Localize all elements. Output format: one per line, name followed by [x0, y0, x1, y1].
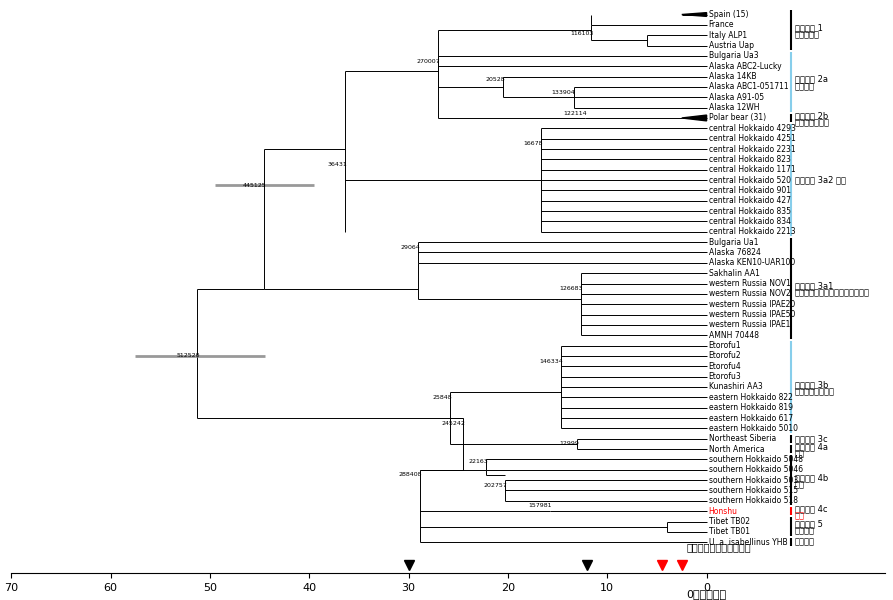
Text: クレード 4c: クレード 4c — [795, 504, 828, 513]
Text: 道南: 道南 — [795, 480, 805, 489]
Text: 288408: 288408 — [399, 472, 422, 478]
Text: central Hokkaido 2231: central Hokkaido 2231 — [708, 145, 795, 154]
Text: Northeast Siberia: Northeast Siberia — [708, 434, 776, 443]
Text: 512520: 512520 — [177, 353, 200, 358]
Text: クレード 4b: クレード 4b — [795, 473, 828, 482]
Text: Alaska ABC1-051711: Alaska ABC1-051711 — [708, 82, 789, 91]
Text: eastern Hokkaido 819: eastern Hokkaido 819 — [708, 403, 793, 412]
Text: 122114: 122114 — [563, 112, 588, 116]
Text: クレード 5: クレード 5 — [795, 520, 822, 529]
Text: Bulgaria Ua3: Bulgaria Ua3 — [708, 52, 758, 61]
Polygon shape — [681, 115, 706, 121]
Text: southern Hokkaido 5048: southern Hokkaido 5048 — [708, 455, 803, 464]
Text: central Hokkaido 901: central Hokkaido 901 — [708, 186, 790, 195]
Text: Alaska ABC2-Lucky: Alaska ABC2-Lucky — [708, 62, 781, 71]
Text: ホッキョクグマ: ホッキョクグマ — [795, 118, 830, 127]
Text: southern Hokkaido 518: southern Hokkaido 518 — [708, 496, 797, 505]
Text: クレード 3c: クレード 3c — [795, 434, 828, 443]
Text: Alaska A91-05: Alaska A91-05 — [708, 93, 764, 102]
Text: ヨーロッパ: ヨーロッパ — [795, 30, 820, 39]
Text: 133904: 133904 — [552, 89, 575, 95]
Text: Etorofu1: Etorofu1 — [708, 341, 741, 350]
Text: 29064: 29064 — [401, 245, 421, 250]
Text: Tibet TB01: Tibet TB01 — [708, 527, 749, 536]
Text: Italy ALP1: Italy ALP1 — [708, 31, 747, 40]
Text: Etorofu3: Etorofu3 — [708, 372, 741, 381]
Text: クレード 1: クレード 1 — [795, 23, 822, 32]
Text: France: France — [708, 20, 734, 29]
Text: Spain (15): Spain (15) — [708, 10, 748, 19]
Text: western Russia NOV2: western Russia NOV2 — [708, 289, 790, 298]
Text: Polar bear (31): Polar bear (31) — [708, 113, 765, 122]
Text: central Hokkaido 835: central Hokkaido 835 — [708, 206, 790, 215]
Text: central Hokkaido 1171: central Hokkaido 1171 — [708, 165, 795, 174]
Text: Kunashiri AA3: Kunashiri AA3 — [708, 382, 763, 391]
Text: 20528: 20528 — [485, 77, 505, 82]
Text: central Hokkaido 2213: central Hokkaido 2213 — [708, 227, 795, 236]
Text: 本州: 本州 — [795, 511, 805, 520]
Text: 22163: 22163 — [468, 459, 488, 464]
Text: eastern Hokkaido 5010: eastern Hokkaido 5010 — [708, 424, 797, 433]
Text: central Hokkaido 4293: central Hokkaido 4293 — [708, 124, 796, 133]
Text: western Russia IPAE20: western Russia IPAE20 — [708, 300, 795, 309]
Text: eastern Hokkaido 617: eastern Hokkaido 617 — [708, 413, 793, 422]
Text: 25848: 25848 — [432, 395, 452, 400]
Text: 126683: 126683 — [559, 286, 582, 291]
Text: 270007: 270007 — [417, 59, 440, 64]
Text: クレード 2a: クレード 2a — [795, 74, 828, 83]
Text: Tibet TB02: Tibet TB02 — [708, 517, 749, 526]
Text: クレード 3a2 道央: クレード 3a2 道央 — [795, 176, 846, 185]
Text: 12999: 12999 — [560, 442, 580, 446]
Text: 36431: 36431 — [327, 162, 347, 167]
Text: クレード 4a: クレード 4a — [795, 442, 828, 451]
Text: アラスカ: アラスカ — [795, 82, 815, 91]
Text: 116103: 116103 — [570, 31, 593, 35]
Text: クレード 3b: クレード 3b — [795, 380, 829, 389]
Text: southern Hokkaido 515: southern Hokkaido 515 — [708, 486, 797, 495]
Text: Etorofu4: Etorofu4 — [708, 362, 741, 371]
Text: サハリン、アラスカ、ヨーロッパ: サハリン、アラスカ、ヨーロッパ — [795, 289, 870, 298]
Polygon shape — [681, 13, 706, 16]
Text: southern Hokkaido 5046: southern Hokkaido 5046 — [708, 465, 803, 474]
Text: central Hokkaido 834: central Hokkaido 834 — [708, 217, 790, 226]
Text: central Hokkaido 427: central Hokkaido 427 — [708, 196, 790, 205]
Text: U. a. isabellinus YHB: U. a. isabellinus YHB — [708, 538, 788, 547]
Text: 245242: 245242 — [441, 421, 465, 426]
Text: Alaska KEN10-UAR100: Alaska KEN10-UAR100 — [708, 259, 795, 268]
Text: western Russia IPAE1: western Russia IPAE1 — [708, 320, 790, 329]
Text: クレード 3a1: クレード 3a1 — [795, 281, 833, 290]
Text: Honshu: Honshu — [708, 506, 738, 515]
Text: 0（万年前）: 0（万年前） — [687, 589, 727, 599]
Text: southern Hokkaido 503: southern Hokkaido 503 — [708, 476, 797, 485]
Text: 202757: 202757 — [483, 483, 507, 488]
Text: Alaska 14KB: Alaska 14KB — [708, 72, 756, 81]
Text: central Hokkaido 823: central Hokkaido 823 — [708, 155, 790, 164]
Text: 445125: 445125 — [243, 183, 266, 188]
Text: Sakhalin AA1: Sakhalin AA1 — [708, 269, 759, 278]
Text: western Russia IPAE50: western Russia IPAE50 — [708, 310, 795, 319]
Text: AMNH 70448: AMNH 70448 — [708, 331, 758, 340]
Text: 北米: 北米 — [795, 449, 805, 458]
Text: North America: North America — [708, 445, 764, 454]
Text: central Hokkaido 520: central Hokkaido 520 — [708, 176, 790, 185]
Text: Alaska 76824: Alaska 76824 — [708, 248, 761, 257]
Text: 本州産ヒグマ化石の年代: 本州産ヒグマ化石の年代 — [687, 542, 751, 553]
Text: ヒマラヤ: ヒマラヤ — [795, 538, 815, 547]
Text: eastern Hokkaido 822: eastern Hokkaido 822 — [708, 393, 792, 402]
Text: クレード 2b: クレード 2b — [795, 111, 828, 120]
Text: central Hokkaido 4251: central Hokkaido 4251 — [708, 134, 796, 143]
Text: western Russia NOV1: western Russia NOV1 — [708, 279, 790, 288]
Text: Bulgaria Ua1: Bulgaria Ua1 — [708, 238, 758, 247]
Text: Austria Uap: Austria Uap — [708, 41, 754, 50]
Text: チベット: チベット — [795, 527, 815, 536]
Text: 道東、択捉、国後: 道東、択捉、国後 — [795, 387, 835, 396]
Text: 146334: 146334 — [539, 359, 563, 364]
Text: 157981: 157981 — [528, 503, 552, 508]
Text: Etorofu2: Etorofu2 — [708, 352, 741, 361]
Text: Alaska 12WH: Alaska 12WH — [708, 103, 759, 112]
Text: 16678: 16678 — [523, 142, 543, 146]
